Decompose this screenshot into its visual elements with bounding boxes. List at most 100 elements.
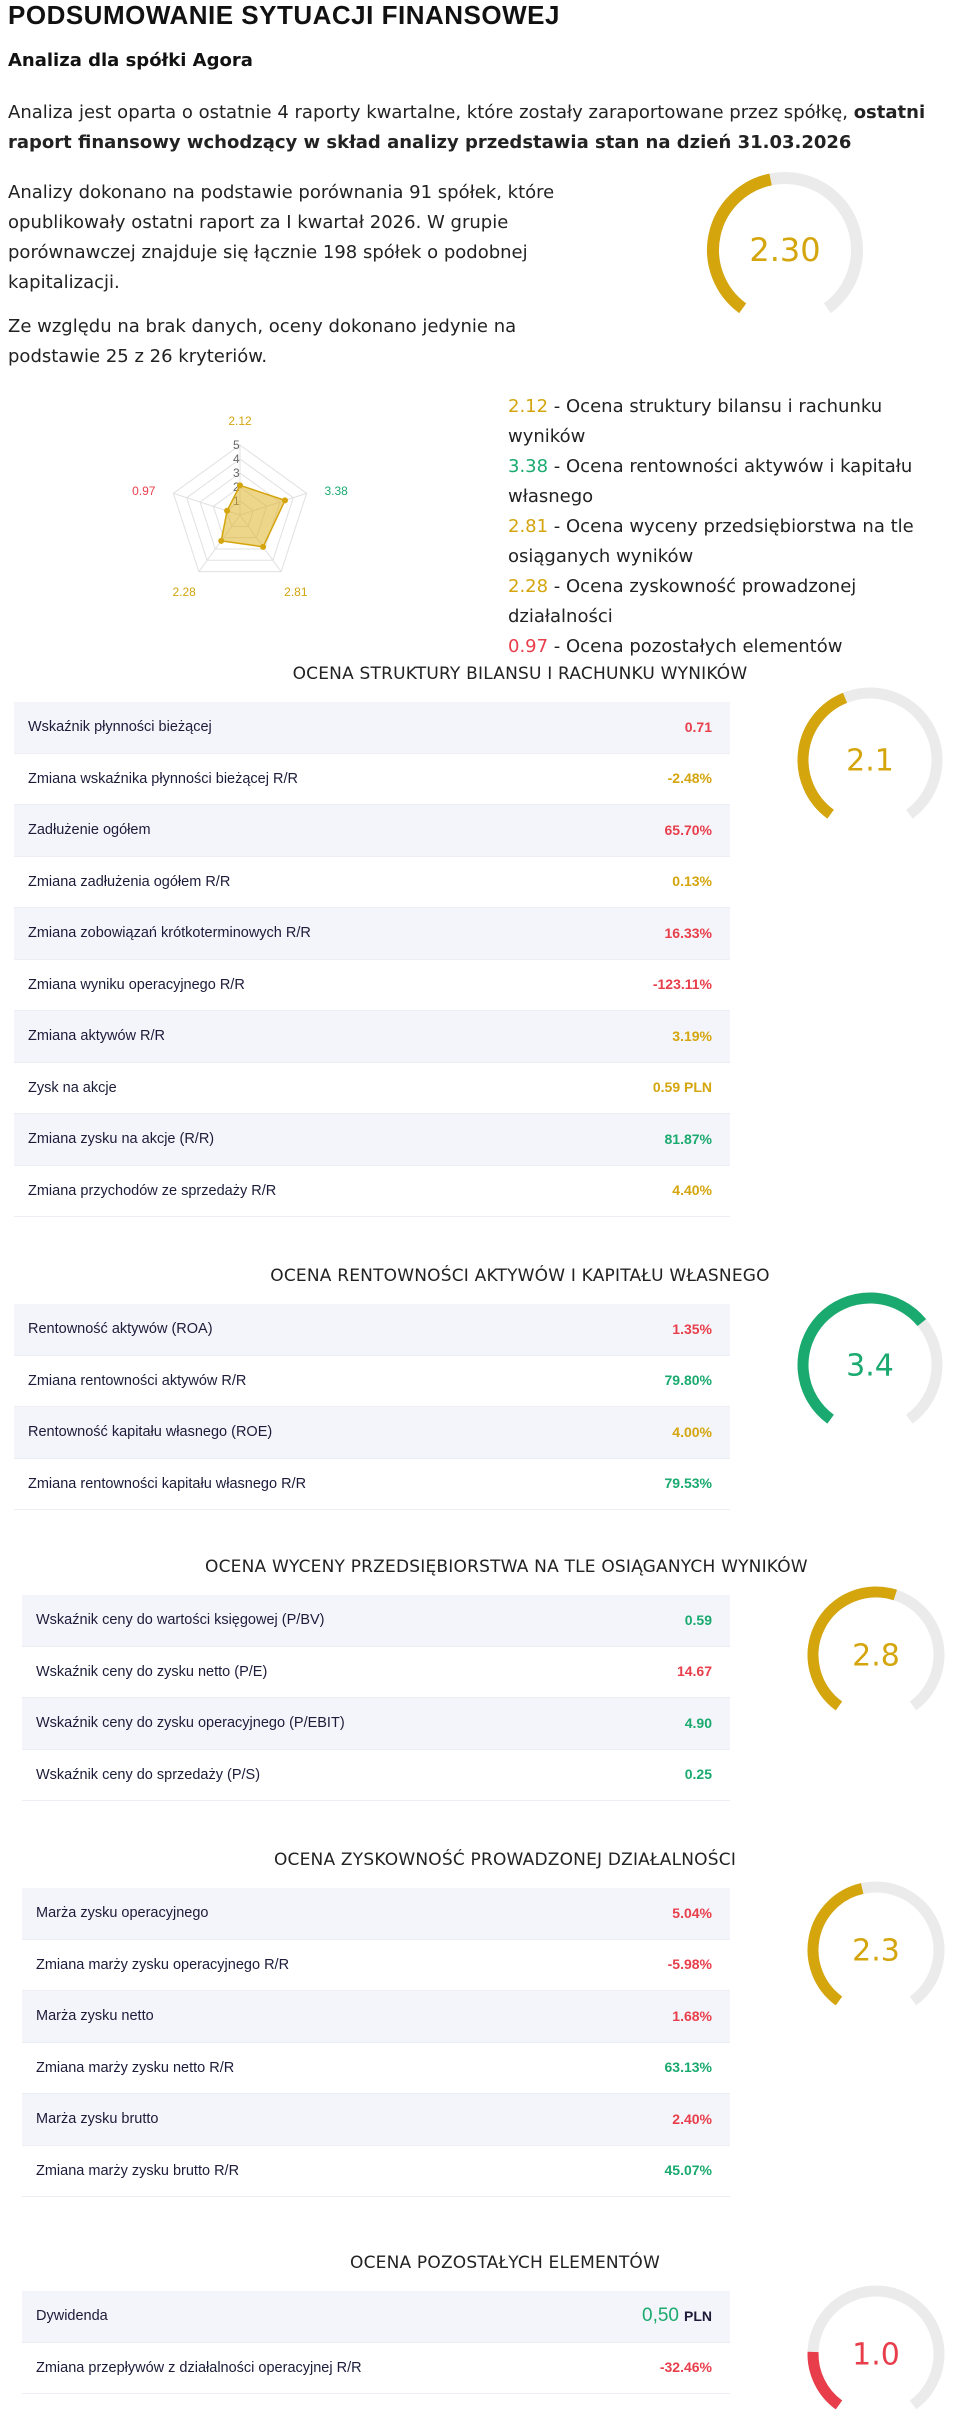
metric-value: -123.11%	[652, 976, 712, 993]
metric-value-wrap: 0.25	[685, 1766, 712, 1783]
metric-value: 14.67	[676, 1663, 712, 1680]
section-score-gauge: 3.4	[797, 1292, 943, 1424]
table-row: Zmiana marży zysku operacyjnego R/R -5.98…	[22, 1940, 730, 1991]
radar-tick-label: 2	[233, 480, 240, 494]
metric-value-wrap: 3.19%	[672, 1028, 712, 1045]
table-row: Zmiana zysku na akcje (R/R) 81.87%	[14, 1114, 730, 1166]
metric-label: Zmiana przepływów z działalności operacy…	[36, 2359, 362, 2376]
table-row: Zmiana wskaźnika płynności bieżącej R/R -…	[14, 754, 730, 805]
metrics-table: Wskaźnik ceny do wartości księgowej (P/B…	[22, 1595, 730, 1801]
metric-value: 0,50	[642, 2305, 679, 2327]
metric-value: 16.33%	[664, 924, 712, 941]
metric-label: Marża zysku brutto	[36, 2111, 159, 2128]
page-subtitle: Analiza dla spółki Agora	[8, 50, 253, 71]
metric-value-wrap: 0.13%	[672, 873, 712, 890]
legend-item: 2.12 - Ocena struktury bilansu i rachunk…	[508, 392, 958, 452]
intro-paragraph-2: Analizy dokonano na podstawie porównania…	[8, 182, 555, 293]
metric-value: 5.04%	[672, 1904, 712, 1921]
metric-value-wrap: 63.13%	[665, 2059, 712, 2076]
legend-score: 2.12	[508, 396, 549, 417]
metric-value-wrap: 0.59	[685, 1612, 712, 1629]
metric-value: 0.25	[684, 1766, 712, 1783]
metric-label: Marża zysku netto	[36, 2008, 154, 2025]
legend-item: 2.28 - Ocena zyskowność prowadzonej dzia…	[508, 572, 958, 632]
section-score-label: 3.4	[846, 1349, 894, 1384]
radar-tick-label: 3	[233, 466, 240, 480]
radar-point	[224, 507, 231, 514]
metric-label: Wskaźnik ceny do zysku operacyjnego (P/E…	[36, 1715, 345, 1732]
table-row: Wskaźnik ceny do sprzedaży (P/S) 0.25	[22, 1750, 730, 1801]
gauge-fill	[807, 1883, 864, 2006]
metric-label: Wskaźnik płynności bieżącej	[28, 719, 212, 736]
legend-text-continued: osiąganych wyników	[508, 546, 694, 567]
metric-value: 45.07%	[664, 2162, 712, 2179]
table-row: Zmiana aktywów R/R 3.19%	[14, 1011, 730, 1063]
intro-paragraph-1: Analiza jest oparta o ostatnie 4 raporty…	[8, 98, 948, 158]
section-title: OCENA ZYSKOWNOŚĆ PROWADZONEJ DZIAŁALNOŚC…	[273, 1850, 737, 1870]
radar-grid-ring	[186, 458, 294, 561]
metric-unit: PLN	[684, 2308, 712, 2325]
metric-value-wrap: 4.00%	[672, 1424, 712, 1441]
metric-value-wrap: 4.90	[685, 1715, 712, 1732]
metric-value: 0.59 PLN	[652, 1079, 712, 1096]
table-row: Zmiana zadłużenia ogółem R/R 0.13%	[14, 857, 730, 908]
section-score-label: 2.8	[852, 1639, 900, 1674]
metric-label: Zmiana aktywów R/R	[28, 1028, 165, 1045]
gauge-fill	[807, 2351, 843, 2410]
metric-value: 4.40%	[672, 1182, 712, 1199]
table-row: Zmiana wyniku operacyjnego R/R -123.11%	[14, 960, 730, 1011]
metric-value-wrap: 16.33%	[665, 925, 712, 942]
table-row: Zmiana rentowności aktywów R/R 79.80%	[14, 1356, 730, 1407]
metric-value-wrap: 1.35%	[672, 1321, 712, 1338]
table-row: Rentowność kapitału własnego (ROE) 4.00%	[14, 1407, 730, 1459]
metric-value: 2.40%	[672, 2110, 712, 2127]
metric-label: Zmiana zadłużenia ogółem R/R	[28, 873, 231, 890]
table-row: Zmiana zobowiązań krótkoterminowych R/R 1…	[14, 908, 730, 960]
gauge-fill	[797, 1292, 927, 1424]
metric-value: 0.59	[684, 1611, 712, 1628]
metrics-table: Dywidenda 0,50 PLN Zmiana przepływów z dzia…	[22, 2291, 730, 2394]
table-row: Zmiana przepływów z działalności operacy…	[22, 2343, 730, 2394]
legend-score: 0.97	[508, 636, 549, 657]
radar-value-label: 2.28	[172, 585, 196, 599]
gauge-fill	[797, 692, 848, 819]
score-legend: 2.12 - Ocena struktury bilansu i rachunk…	[508, 392, 958, 662]
metric-value-wrap: 0.59 PLN	[653, 1079, 712, 1096]
metric-label: Zmiana marży zysku netto R/R	[36, 2059, 235, 2076]
metric-value: 0.71	[684, 718, 712, 735]
table-row: Dywidenda 0,50 PLN	[22, 2291, 730, 2343]
metric-value: -32.46%	[659, 2359, 712, 2376]
gauge-fill	[807, 1586, 897, 1711]
table-row: Zmiana przychodów ze sprzedaży R/R 4.40%	[14, 1166, 730, 1217]
section-score-gauge: 2.1	[797, 687, 943, 819]
intro-text: Analiza jest oparta o ostatnie 4 raporty…	[8, 102, 854, 123]
metric-value: 0.13%	[672, 873, 712, 890]
metric-value: -2.48%	[667, 770, 712, 787]
table-row: Zmiana rentowności kapitału własnego R/R…	[14, 1459, 730, 1510]
legend-text: - Ocena wyceny przedsiębiorstwa na tle	[548, 516, 914, 537]
metrics-table: Wskaźnik płynności bieżącej 0.71 Zmiana ws…	[14, 702, 730, 1217]
table-row: Zysk na akcje 0.59 PLN	[14, 1063, 730, 1114]
page-title: PODSUMOWANIE SYTUACJI FINANSOWEJ	[8, 0, 560, 30]
metric-value: 1.68%	[672, 2007, 712, 2024]
metric-label: Zmiana zobowiązań krótkoterminowych R/R	[28, 925, 311, 942]
metric-value-wrap: 65.70%	[665, 822, 712, 839]
metric-label: Wskaźnik ceny do wartości księgowej (P/B…	[36, 1612, 325, 1629]
table-row: Marża zysku operacyjnego 5.04%	[22, 1888, 730, 1940]
section-title: OCENA RENTOWNOŚCI AKTYWÓW I KAPITAŁU WŁA…	[270, 1266, 770, 1286]
metric-label: Zysk na akcje	[28, 1079, 117, 1096]
legend-text-continued: własnego	[508, 486, 594, 507]
legend-score: 2.81	[508, 516, 549, 537]
metric-value-wrap: 79.80%	[665, 1372, 712, 1389]
section-score-label: 2.3	[852, 1934, 900, 1969]
table-row: Zmiana marży zysku brutto R/R 45.07%	[22, 2146, 730, 2197]
metric-value: 1.35%	[672, 1320, 712, 1337]
metric-label: Zmiana wskaźnika płynności bieżącej R/R	[28, 770, 298, 787]
table-row: Wskaźnik ceny do zysku operacyjnego (P/E…	[22, 1698, 730, 1750]
metric-value-wrap: -123.11%	[653, 976, 712, 993]
section-score-gauge: 2.3	[807, 1881, 945, 2006]
radar-value-label: 2.12	[228, 414, 252, 428]
legend-text: - Ocena rentowności aktywów i kapitału	[548, 456, 913, 477]
section-score-label: 2.1	[846, 744, 894, 779]
radar-point	[237, 482, 243, 489]
